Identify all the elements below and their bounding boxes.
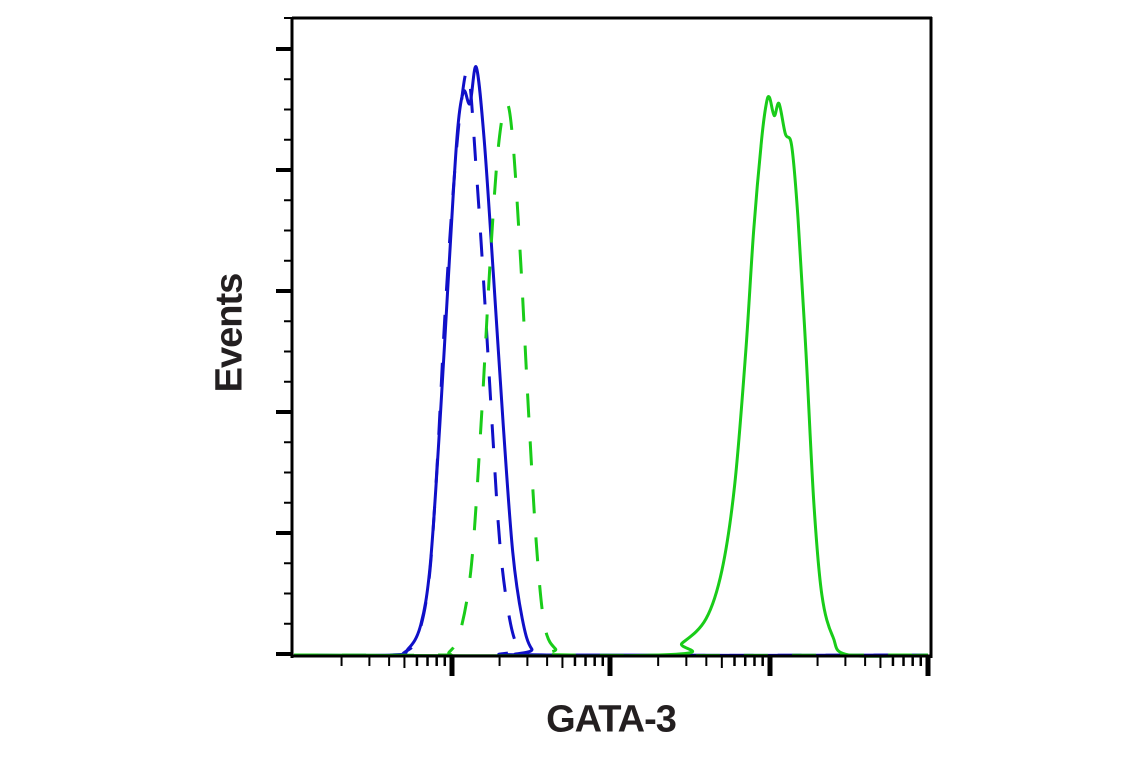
series-line-3 bbox=[293, 102, 929, 657]
plot-series bbox=[293, 65, 929, 658]
series-line-2 bbox=[293, 65, 929, 657]
x-axis-label: GATA-3 bbox=[546, 698, 677, 741]
series-line-1 bbox=[293, 69, 929, 657]
y-axis-label: Events bbox=[208, 273, 251, 393]
axes bbox=[276, 16, 933, 676]
series-line-4 bbox=[293, 95, 929, 658]
